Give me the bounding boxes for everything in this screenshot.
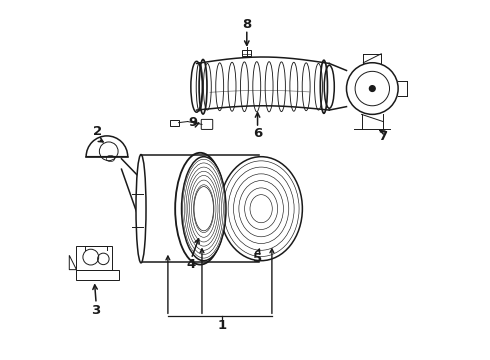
Text: 8: 8 <box>242 18 251 31</box>
Ellipse shape <box>191 61 202 112</box>
Text: 5: 5 <box>253 252 262 265</box>
Polygon shape <box>69 255 76 270</box>
Circle shape <box>346 63 398 114</box>
FancyBboxPatch shape <box>243 50 251 56</box>
Ellipse shape <box>324 65 334 108</box>
Text: 2: 2 <box>94 125 102 138</box>
FancyBboxPatch shape <box>201 120 213 130</box>
Ellipse shape <box>181 157 226 261</box>
FancyBboxPatch shape <box>170 120 179 126</box>
Ellipse shape <box>136 154 146 263</box>
Ellipse shape <box>220 157 302 261</box>
Text: 9: 9 <box>189 116 197 129</box>
Circle shape <box>369 86 375 91</box>
Text: 3: 3 <box>92 305 101 318</box>
Ellipse shape <box>194 186 214 231</box>
Text: 4: 4 <box>187 258 196 271</box>
FancyBboxPatch shape <box>76 270 120 280</box>
Wedge shape <box>86 136 128 157</box>
Text: 7: 7 <box>378 130 388 144</box>
Text: 1: 1 <box>217 319 226 332</box>
Text: 6: 6 <box>253 127 262 140</box>
FancyBboxPatch shape <box>76 246 112 270</box>
